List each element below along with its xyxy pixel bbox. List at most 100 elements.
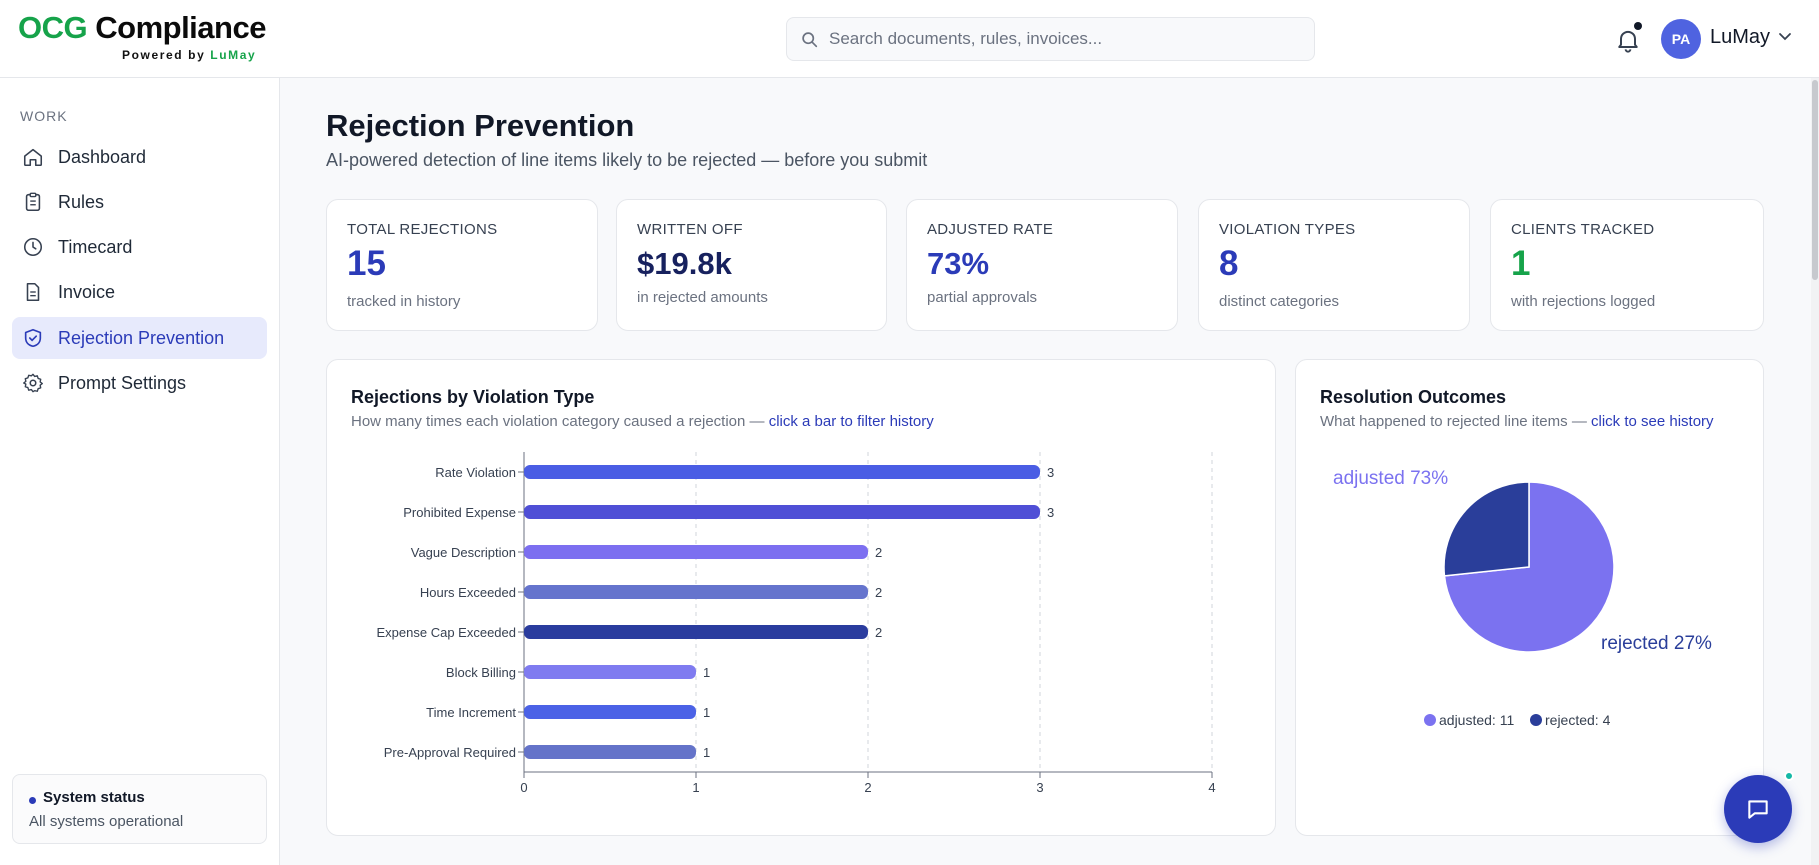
violation-bar-chart: 0 1 2 3 4 Rate Violation 3 Prohibited Expense 3 V…: [377, 452, 1216, 795]
stat-card-written-off[interactable]: WRITTEN OFF $19.8k in rejected amounts: [616, 199, 887, 331]
bar[interactable]: [524, 745, 696, 759]
home-icon: [23, 148, 43, 167]
bar-value-label: 3: [1047, 465, 1054, 480]
stat-card-violation-types[interactable]: VIOLATION TYPES 8 distinct categories: [1198, 199, 1470, 331]
chat-button[interactable]: [1724, 775, 1792, 843]
stat-value: $19.8k: [637, 246, 732, 281]
gear-icon: [23, 373, 43, 393]
system-status-card: System status All systems operational: [12, 774, 267, 844]
pie-label: rejected 27%: [1601, 633, 1712, 654]
bar-value-label: 3: [1047, 505, 1054, 520]
notification-dot: [1634, 22, 1642, 30]
x-tick-label: 0: [520, 780, 527, 795]
sidebar-item-invoice[interactable]: Invoice: [12, 271, 267, 313]
shield-check-icon: [24, 328, 42, 348]
legend-label[interactable]: rejected: 4: [1545, 712, 1611, 728]
top-bar: OCG Compliance Powered by LuMay PA LuMay: [0, 0, 1819, 78]
stat-label: VIOLATION TYPES: [1219, 221, 1356, 238]
x-tick-label: 4: [1208, 780, 1215, 795]
sidebar-item-rules[interactable]: Rules: [12, 181, 267, 223]
legend-swatch: [1424, 714, 1436, 726]
panel-title: Rejections by Violation Type: [351, 387, 595, 407]
sidebar-item-timecard[interactable]: Timecard: [12, 226, 267, 268]
bar[interactable]: [524, 505, 1040, 519]
stat-card-total-rejections[interactable]: TOTAL REJECTIONS 15 tracked in history: [326, 199, 598, 331]
see-history-link[interactable]: click to see history: [1590, 413, 1714, 430]
stat-value: 15: [347, 244, 386, 283]
panel-title: Resolution Outcomes: [1320, 387, 1507, 407]
chevron-down-icon[interactable]: [1778, 32, 1792, 42]
stat-note: partial approvals: [927, 289, 1038, 306]
x-tick-label: 2: [864, 780, 871, 795]
status-title: System status: [43, 789, 145, 806]
stat-value: 1: [1511, 244, 1531, 283]
chat-bubble-icon: [1748, 800, 1768, 819]
stat-label: CLIENTS TRACKED: [1511, 221, 1655, 238]
stat-note: distinct categories: [1219, 293, 1340, 310]
bar-value-label: 2: [875, 625, 882, 640]
stat-card-adjusted-rate[interactable]: ADJUSTED RATE 73% partial approvals: [906, 199, 1178, 331]
bar[interactable]: [524, 625, 868, 639]
sidebar-item-label: Rejection Prevention: [58, 328, 225, 348]
clipboard-icon: [25, 192, 41, 212]
x-tick-label: 1: [692, 780, 699, 795]
category-label: Time Increment: [426, 705, 516, 720]
sidebar-item-label: Timecard: [58, 237, 133, 257]
panel-description: What happened to rejected line items — c…: [1320, 413, 1714, 430]
sidebar-item-rejection-prevention[interactable]: Rejection Prevention: [12, 317, 267, 359]
resolution-outcomes-panel: Resolution Outcomes What happened to rej…: [1295, 359, 1764, 836]
app-logo[interactable]: OCG Compliance Powered by LuMay: [18, 10, 266, 62]
category-label: Expense Cap Exceeded: [377, 625, 516, 640]
stat-note: in rejected amounts: [637, 289, 768, 306]
sidebar-item-label: Dashboard: [58, 147, 147, 167]
bar[interactable]: [524, 465, 1040, 479]
bar[interactable]: [524, 705, 696, 719]
stat-value: 73%: [927, 246, 990, 281]
category-label: Hours Exceeded: [420, 585, 516, 600]
sidebar-item-dashboard[interactable]: Dashboard: [12, 136, 267, 178]
status-text: All systems operational: [29, 813, 184, 830]
category-label: Prohibited Expense: [403, 505, 516, 520]
clock-icon: [23, 237, 43, 257]
bar[interactable]: [524, 585, 868, 599]
stat-card-clients-tracked[interactable]: CLIENTS TRACKED 1 with rejections logged: [1490, 199, 1764, 331]
bar-value-label: 1: [703, 745, 710, 760]
violation-type-panel: Rejections by Violation Type How many ti…: [326, 359, 1276, 836]
bell-icon[interactable]: [1614, 26, 1642, 54]
bar[interactable]: [524, 545, 868, 559]
bar-value-label: 1: [703, 665, 710, 680]
legend-swatch: [1530, 714, 1542, 726]
page-scrollbar[interactable]: [1811, 78, 1819, 865]
chat-online-dot: [1784, 771, 1794, 781]
user-name[interactable]: LuMay: [1710, 26, 1771, 48]
scrollbar-thumb[interactable]: [1812, 80, 1818, 280]
pie-slice[interactable]: [1443, 481, 1530, 577]
category-label: Block Billing: [446, 665, 516, 680]
x-tick-label: 3: [1036, 780, 1043, 795]
avatar[interactable]: PA: [1661, 19, 1701, 59]
category-label: Pre-Approval Required: [384, 745, 516, 760]
sidebar-section-label: WORK: [20, 108, 68, 124]
legend-label[interactable]: adjusted: 11: [1439, 712, 1514, 728]
stat-label: WRITTEN OFF: [637, 221, 743, 238]
bar-value-label: 2: [875, 545, 882, 560]
bar-value-label: 1: [703, 705, 710, 720]
status-dot: [29, 797, 36, 804]
pie-label: adjusted 73%: [1333, 468, 1448, 489]
category-label: Rate Violation: [435, 465, 516, 480]
sidebar: WORK Dashboard Rules Timecard Invoice Re…: [0, 78, 280, 865]
panel-description: How many times each violation category c…: [351, 413, 934, 430]
stat-label: ADJUSTED RATE: [927, 221, 1054, 238]
stat-label: TOTAL REJECTIONS: [347, 221, 498, 238]
logo-title: OCG Compliance: [18, 10, 266, 45]
page-subtitle: AI-powered detection of line items likel…: [326, 150, 928, 170]
bar[interactable]: [524, 665, 696, 679]
page-title: Rejection Prevention: [326, 108, 635, 143]
sidebar-item-label: Prompt Settings: [58, 373, 187, 393]
stat-note: tracked in history: [347, 293, 461, 310]
sidebar-item-prompt-settings[interactable]: Prompt Settings: [12, 362, 267, 404]
search-input[interactable]: [829, 18, 1299, 60]
filter-history-link[interactable]: click a bar to filter history: [768, 413, 934, 430]
stat-value: 8: [1219, 244, 1239, 283]
search-bar[interactable]: [786, 17, 1315, 61]
